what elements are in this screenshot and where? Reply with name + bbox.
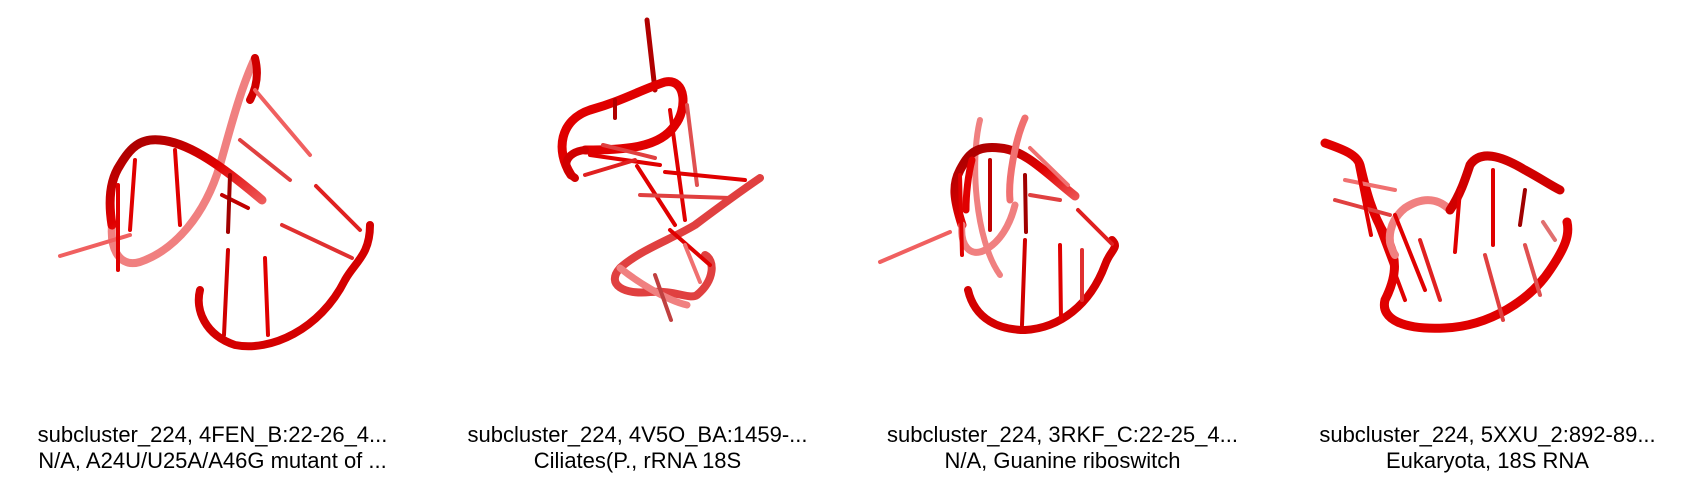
- structure-panel-1[interactable]: subcluster_224, 4FEN_B:22-26_4... N/A, A…: [0, 0, 425, 480]
- structure-caption-description-3: N/A, Guanine riboswitch: [944, 448, 1181, 473]
- rna-structure-image-3: [878, 114, 1119, 335]
- structure-caption-title-1: subcluster_224, 4FEN_B:22-26_4...: [37, 422, 388, 447]
- structure-panel-2[interactable]: subcluster_224, 4V5O_BA:1459-... Ciliate…: [425, 0, 850, 480]
- rna-structure-image-4: [1320, 138, 1573, 333]
- structure-caption-description-2: Ciliates(P., rRNA 18S: [533, 448, 742, 473]
- structure-panel-3[interactable]: subcluster_224, 3RKF_C:22-25_4... N/A, G…: [850, 0, 1275, 480]
- structure-caption-title-3: subcluster_224, 3RKF_C:22-25_4...: [887, 422, 1238, 447]
- structure-caption-description-1: N/A, A24U/U25A/A46G mutant of ...: [38, 448, 387, 473]
- rna-structure-image-1: [58, 54, 374, 351]
- rna-structure-image-2: [557, 17, 764, 322]
- structure-caption-title-4: subcluster_224, 5XXU_2:892-89...: [1319, 422, 1656, 447]
- structure-caption-description-4: Eukaryota, 18S RNA: [1386, 448, 1589, 473]
- structure-panel-4[interactable]: subcluster_224, 5XXU_2:892-89... Eukaryo…: [1275, 0, 1700, 480]
- structure-caption-title-2: subcluster_224, 4V5O_BA:1459-...: [467, 422, 808, 447]
